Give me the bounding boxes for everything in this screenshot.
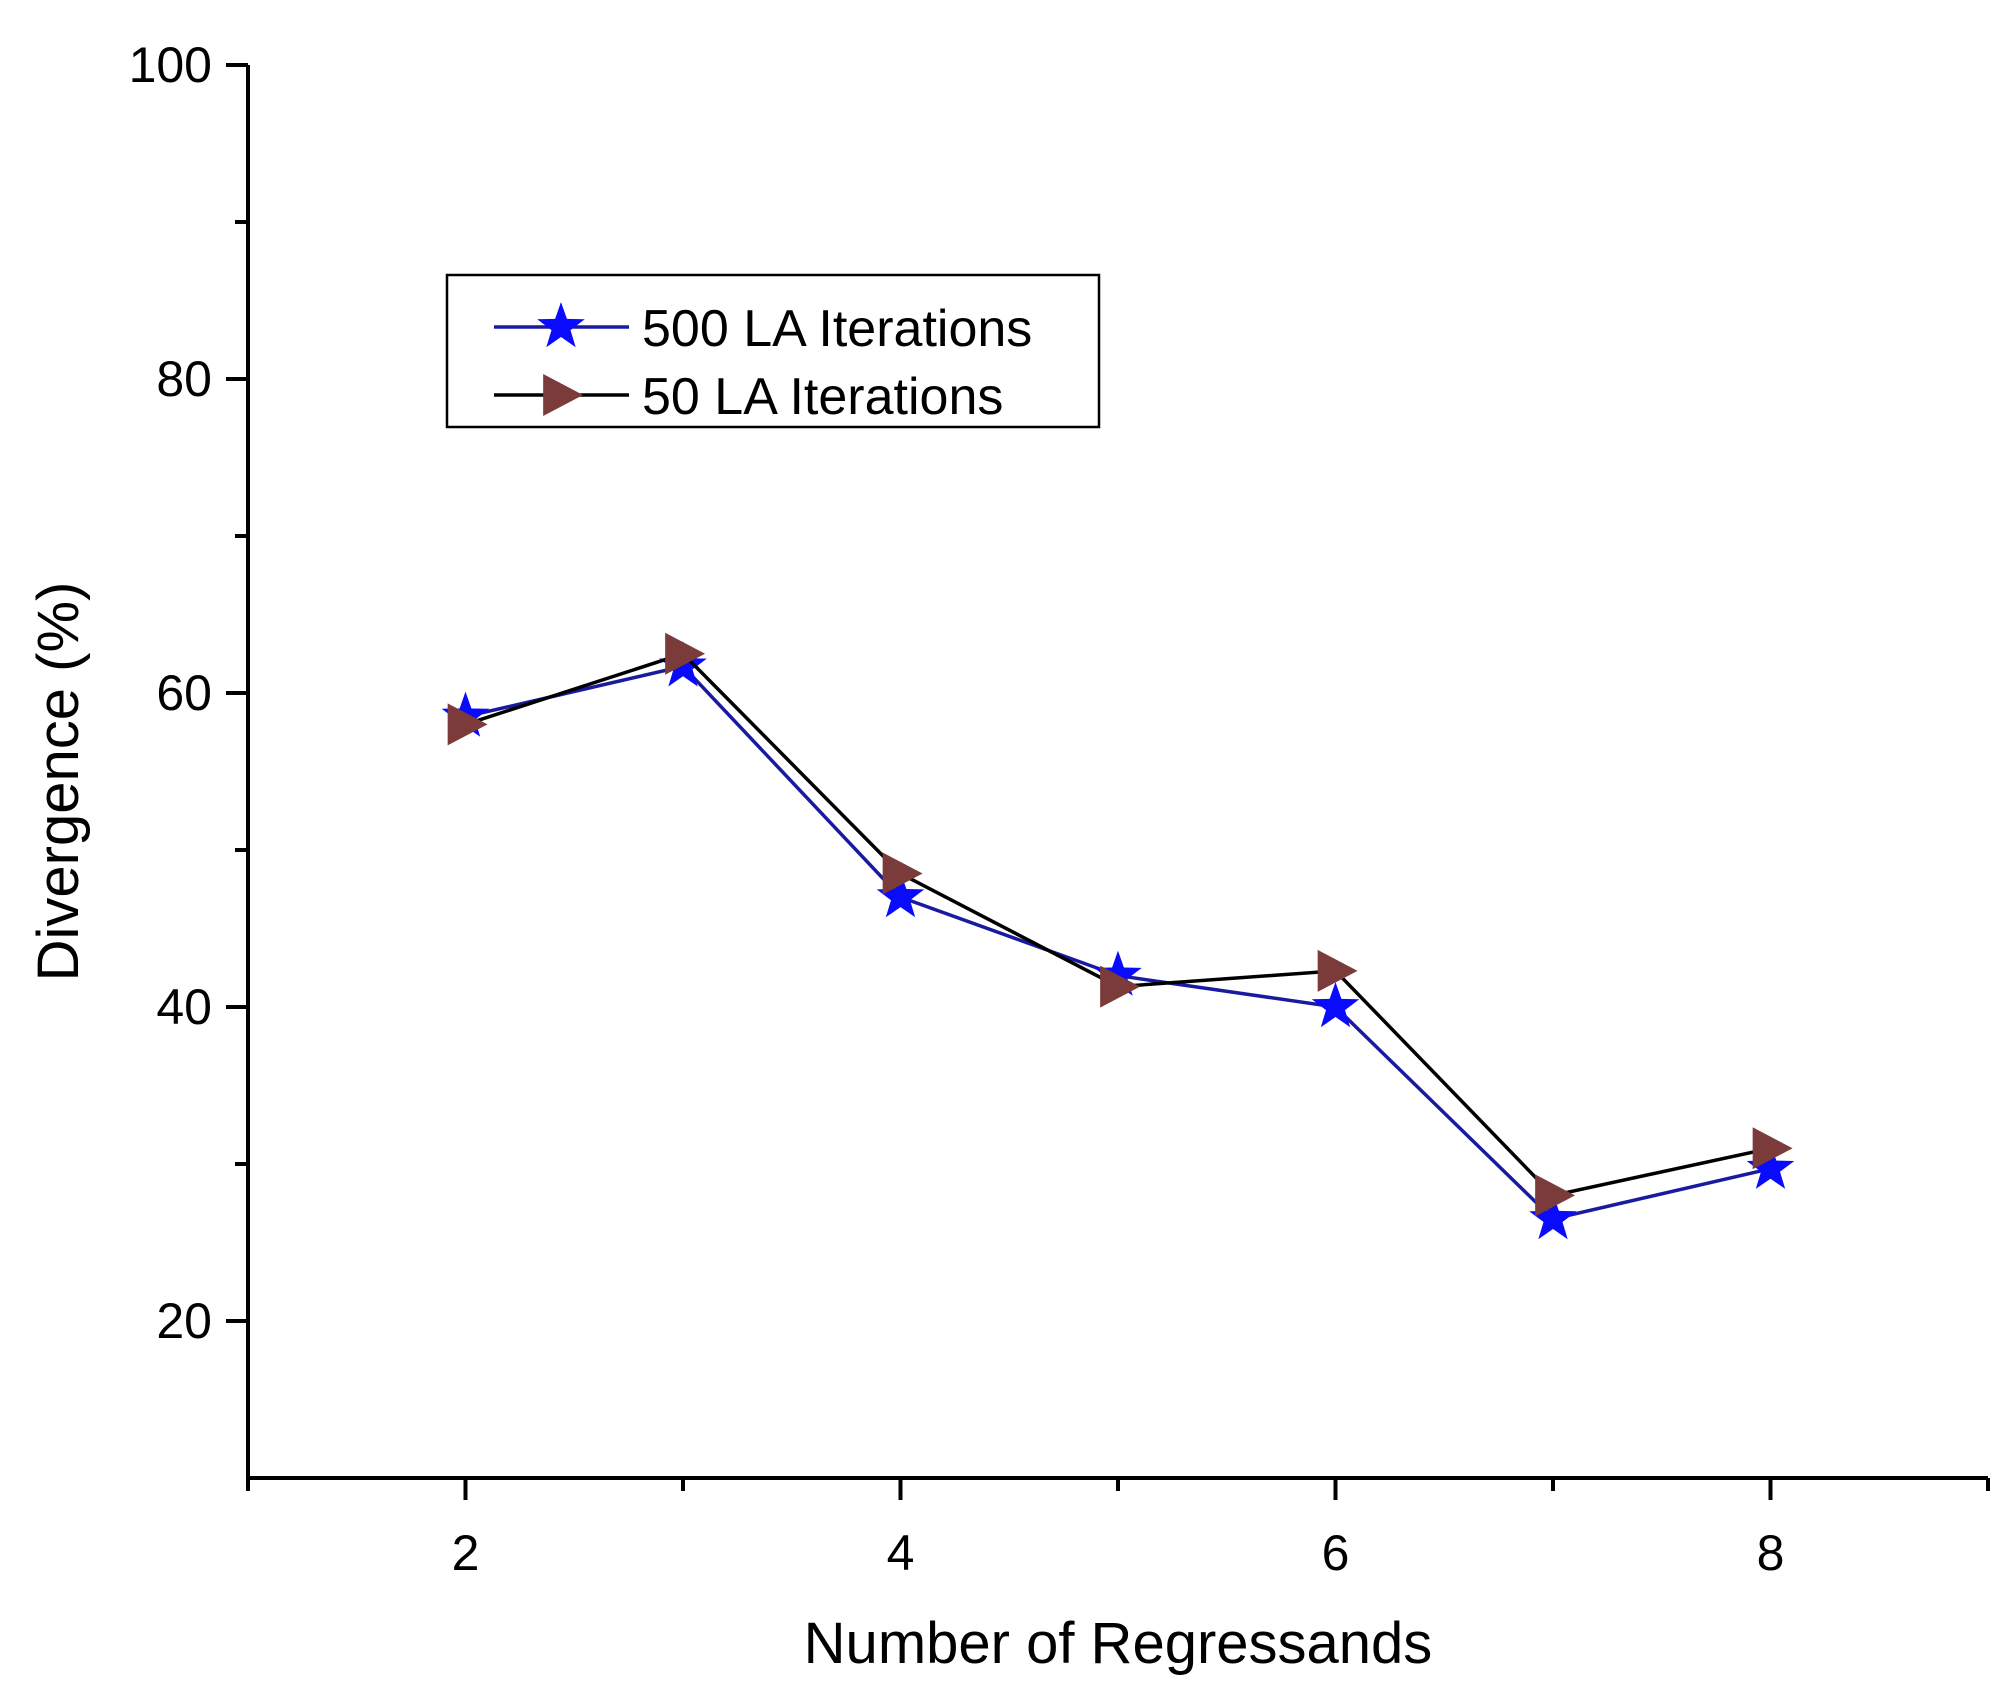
legend: 500 LA Iterations 50 LA Iterations [445, 273, 1101, 429]
y-tick-label: 20 [156, 1293, 212, 1349]
data-point [447, 703, 488, 746]
x-axis-title: Number of Regressands [804, 1611, 1433, 1676]
data-point [1311, 982, 1360, 1028]
data-point [882, 852, 923, 895]
series-layer [441, 632, 1795, 1240]
series-line [464, 651, 1771, 1198]
data-point [876, 872, 925, 918]
series-500-la-iterations [441, 641, 1795, 1240]
legend-marker [543, 374, 584, 416]
y-tick-label: 40 [156, 979, 212, 1035]
legend-marker [537, 302, 585, 348]
series-50-la-iterations [447, 632, 1793, 1217]
axes: 2 4 6 8 20 40 60 80 100 [129, 37, 1990, 1581]
data-point [665, 632, 706, 675]
data-point [1100, 965, 1141, 1008]
data-point [1752, 1127, 1793, 1170]
x-tick-label: 4 [887, 1525, 915, 1581]
y-axis-title: Divergence (%) [26, 582, 91, 982]
series-line [465, 664, 1771, 1221]
x-tick-label: 2 [452, 1525, 480, 1581]
y-tick-label: 80 [156, 351, 212, 407]
data-point [1317, 949, 1358, 992]
data-point [1535, 1174, 1576, 1217]
y-tick-label: 100 [129, 37, 212, 93]
legend-label: 50 LA Iterations [642, 368, 1003, 426]
data-point [1529, 1194, 1577, 1240]
x-tick-label: 8 [1757, 1525, 1785, 1581]
legend-label: 500 LA Iterations [642, 300, 1032, 358]
y-tick-label: 60 [156, 665, 212, 721]
data-point [1094, 950, 1142, 996]
data-point [1746, 1143, 1795, 1189]
x-tick-label: 6 [1322, 1525, 1350, 1581]
